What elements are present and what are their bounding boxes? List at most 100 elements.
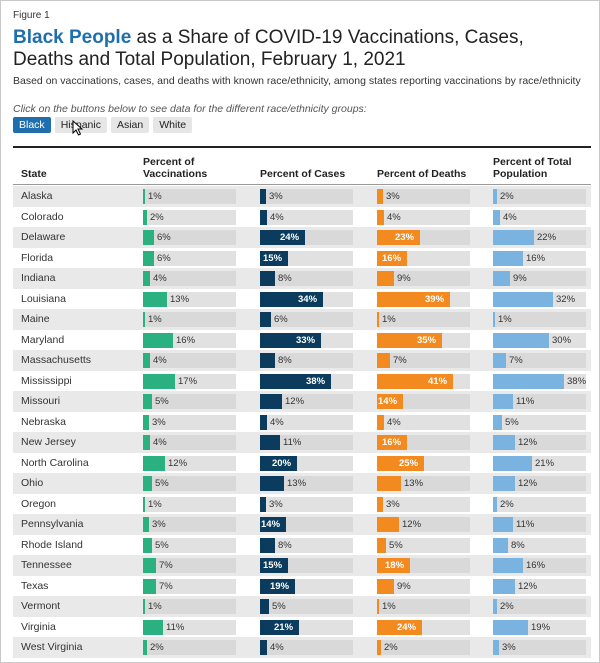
deaths-cell: 3%: [377, 189, 470, 204]
population-value-label: 2%: [500, 498, 514, 510]
cases-bar: [260, 209, 267, 225]
state-name: Mississippi: [21, 374, 72, 387]
deaths-bar: [377, 578, 394, 594]
population-value-label: 22%: [537, 232, 557, 243]
header-deaths: Percent of Deaths: [377, 168, 467, 180]
cases-value-label: 3%: [269, 498, 283, 510]
population-cell: 4%: [493, 209, 586, 225]
vaccinations-value-label: 5%: [155, 478, 169, 489]
population-cell: 32%: [493, 291, 586, 307]
deaths-value-label: 9%: [397, 273, 411, 284]
cases-value-label: 8%: [278, 539, 292, 551]
vaccinations-value-label: 1%: [148, 191, 162, 202]
table-row: Vermont 1% 5% 1% 2%: [13, 596, 591, 617]
population-value-label: 16%: [526, 252, 546, 264]
population-cell: 2%: [493, 189, 586, 204]
cases-cell: 38%: [260, 373, 353, 389]
population-bar: [493, 496, 497, 512]
cases-cell: 19%: [260, 578, 353, 594]
population-bar: [493, 455, 532, 471]
instruction-text: Click on the buttons below to see data f…: [13, 103, 367, 115]
state-name: Ohio: [21, 477, 44, 489]
deaths-bar: [377, 435, 407, 450]
deaths-cell: 9%: [377, 271, 470, 286]
vaccinations-value-label: 4%: [153, 355, 167, 366]
state-name: Indiana: [21, 272, 56, 284]
population-bar: [493, 517, 513, 532]
cases-bar: [260, 476, 284, 491]
deaths-bar: [377, 394, 403, 409]
table-row: Pennsylvania 3% 14% 12% 11%: [13, 514, 591, 535]
table-row: Florida 6% 15% 16% 16%: [13, 248, 591, 269]
chart-subtitle: Based on vaccinations, cases, and deaths…: [13, 75, 581, 87]
cases-value-label: 19%: [270, 580, 290, 592]
vaccinations-bar: [143, 353, 150, 368]
table-row: Ohio 5% 13% 13% 12%: [13, 473, 591, 494]
deaths-cell: 41%: [377, 373, 470, 389]
table-row: Virginia 11% 21% 24% 19%: [13, 617, 591, 638]
state-name: Nebraska: [21, 415, 66, 428]
population-bar: [493, 373, 564, 389]
deaths-bar: [377, 537, 386, 553]
vaccinations-bar: [143, 496, 145, 512]
deaths-bar: [377, 332, 442, 348]
population-cell: 11%: [493, 394, 586, 409]
population-bar: [493, 640, 499, 655]
deaths-bar: [377, 619, 422, 635]
cases-bar: [260, 332, 321, 348]
table-header: State Percent of Vaccinations Percent of…: [13, 154, 591, 184]
vaccinations-bar: [143, 476, 152, 491]
population-bar: [493, 312, 495, 327]
cases-bar: [260, 435, 280, 450]
vaccinations-cell: 16%: [143, 332, 236, 348]
state-name: Oregon: [21, 497, 57, 510]
state-name: Tennessee: [21, 559, 72, 571]
cases-bar: [260, 517, 286, 532]
cases-bar: [260, 455, 297, 471]
cases-value-label: 4%: [270, 211, 284, 223]
vaccinations-cell: 11%: [143, 619, 236, 635]
table-row: Tennessee 7% 15% 18% 16%: [13, 555, 591, 576]
cases-value-label: 8%: [278, 355, 292, 366]
deaths-bar: [377, 353, 390, 368]
population-bar: [493, 599, 497, 614]
deaths-bar: [377, 312, 379, 327]
vaccinations-cell: 1%: [143, 189, 236, 204]
button-asian[interactable]: Asian: [110, 117, 150, 133]
deaths-value-label: 12%: [402, 519, 422, 530]
button-hispanic[interactable]: Hispanic: [54, 117, 107, 133]
cases-bar: [260, 496, 266, 512]
cases-value-label: 8%: [278, 273, 292, 284]
button-white[interactable]: White: [153, 117, 193, 133]
button-black[interactable]: Black: [13, 117, 51, 133]
group-buttons: Black Hispanic Asian White: [13, 117, 193, 133]
table-row: Nebraska 3% 4% 4% 5%: [13, 412, 591, 433]
deaths-cell: 24%: [377, 619, 470, 635]
cases-value-label: 15%: [263, 560, 283, 571]
population-value-label: 38%: [567, 375, 587, 387]
population-value-label: 2%: [500, 601, 514, 612]
table-row: Colorado 2% 4% 4% 4%: [13, 207, 591, 228]
population-cell: 38%: [493, 373, 587, 389]
vaccinations-bar: [143, 414, 149, 430]
population-bar: [493, 558, 523, 573]
cases-bar: [260, 619, 299, 635]
deaths-bar: [377, 640, 381, 655]
vaccinations-value-label: 16%: [176, 334, 196, 346]
population-cell: 19%: [493, 619, 586, 635]
deaths-cell: 12%: [377, 517, 470, 532]
population-bar: [493, 414, 502, 430]
deaths-cell: 18%: [377, 558, 470, 573]
vaccinations-bar: [143, 558, 156, 573]
population-value-label: 3%: [502, 642, 516, 653]
header-population-line1: Percent of Total: [493, 156, 572, 168]
population-value-label: 7%: [509, 355, 523, 366]
vaccinations-cell: 3%: [143, 517, 236, 532]
deaths-cell: 23%: [377, 230, 470, 245]
vaccinations-cell: 17%: [143, 373, 236, 389]
vaccinations-value-label: 7%: [159, 560, 173, 571]
state-name: Alaska: [21, 190, 53, 202]
cases-value-label: 13%: [287, 478, 307, 489]
cases-cell: 34%: [260, 291, 353, 307]
population-value-label: 1%: [498, 314, 512, 325]
